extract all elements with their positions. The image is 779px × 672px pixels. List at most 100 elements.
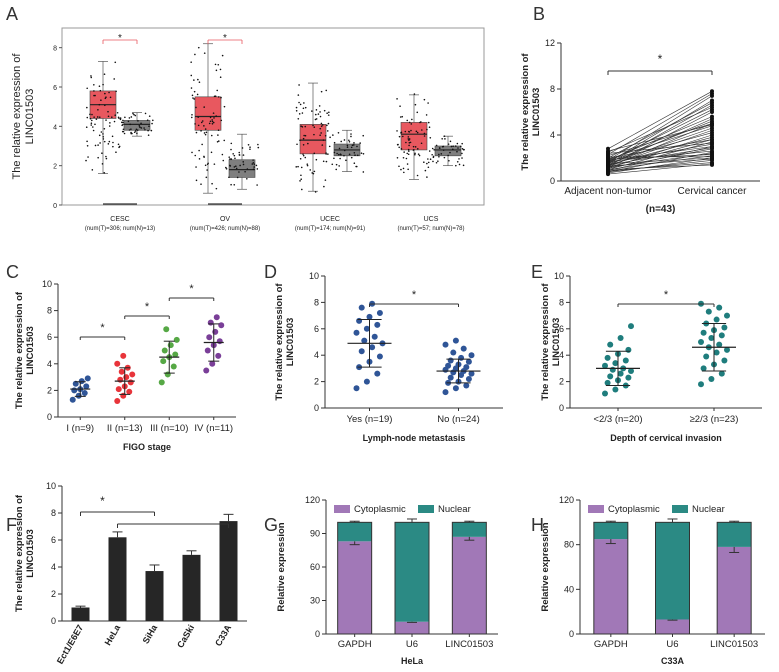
panel-a-point [438, 155, 440, 158]
panel-a-point [91, 113, 93, 116]
panel-a-point [206, 163, 209, 166]
panel-a-point [127, 120, 130, 123]
panel-a-point [456, 160, 459, 163]
panel-a-point [327, 122, 330, 125]
panel-b-pair-line [607, 160, 713, 173]
panel-a-point [348, 140, 351, 143]
panel-a-point [246, 177, 248, 180]
panel-a-point [423, 161, 425, 164]
panel-a-point [328, 111, 330, 114]
panel-d-point [369, 344, 376, 351]
panel-b-point-cancer [710, 100, 714, 105]
panel-a-point [306, 163, 309, 165]
panel-a-point [427, 121, 430, 124]
panel-a-point [86, 87, 88, 90]
panel-e-point [607, 341, 614, 348]
panel-g-bar-cytoplasmic [337, 541, 372, 634]
panel-a-point [217, 129, 220, 132]
panel-g-x-label: HeLa [401, 656, 424, 666]
panel-a-point [101, 163, 104, 165]
panel-c-x-tick-label: III (n=10) [150, 423, 188, 434]
panel-a-point [400, 148, 403, 150]
panel-a-point [463, 148, 465, 151]
panel-b-pair-line [607, 100, 713, 163]
panel-g-legend-label: Cytoplasmic [354, 504, 406, 515]
panel-a-point [343, 149, 346, 152]
panel-a-point [350, 146, 353, 149]
panel-a-point [98, 85, 101, 88]
panel-a-point [451, 148, 454, 151]
panel-e-point [724, 312, 730, 319]
panel-a-point [223, 139, 226, 142]
panel-a-point [195, 106, 197, 109]
panel-a-point [414, 152, 416, 155]
panel-d-point [366, 313, 373, 320]
panel-a-point [416, 131, 419, 134]
panel-a-point [418, 154, 421, 157]
panel-a-point [301, 112, 304, 114]
panel-a-y-tick-label: 8 [53, 46, 57, 53]
panel-b-pair-line [607, 95, 713, 161]
panel-a-point [117, 143, 120, 146]
panel-a-point [405, 157, 408, 160]
panel-a-point [412, 145, 415, 148]
panel-e-y-tick-label: 0 [559, 403, 564, 413]
panel-a-point [212, 121, 215, 124]
panel-a-point [216, 89, 219, 92]
panel-b-point-cancer [710, 162, 714, 167]
panel-a-point [86, 145, 89, 147]
panel-a-point [108, 140, 111, 143]
panel-g-y-tick-label: 60 [310, 562, 320, 572]
panel-a-point [256, 168, 259, 170]
panel-e-point [708, 375, 715, 382]
panel-d-point [376, 353, 383, 360]
panel-a-point [242, 161, 245, 163]
panel-a-point [98, 134, 101, 137]
panel-a-point [428, 126, 431, 129]
panel-a-point [194, 154, 197, 157]
panel-d-y-tick-label: 6 [314, 324, 319, 334]
panel-a-point [321, 124, 324, 126]
panel-label-H: H [531, 515, 544, 535]
panel-a-point [244, 170, 246, 173]
panel-a-point [427, 161, 430, 164]
panel-a-point [195, 131, 198, 134]
panel-f-x-tick-label: CaSki [175, 623, 196, 650]
panel-c-point [126, 388, 133, 395]
panel-a-point [299, 103, 302, 106]
panel-a-point [102, 138, 105, 140]
panel-a-y-tick-label: 6 [53, 85, 57, 92]
panel-h-x-tick-label: LINC01503 [710, 639, 758, 650]
panel-c-point [207, 319, 214, 326]
panel-g-legend-swatch-nuclear [418, 505, 434, 513]
panel-a-point [331, 163, 334, 166]
panel-a-point [314, 191, 317, 193]
panel-a-point [140, 122, 142, 125]
panel-a-point [225, 166, 227, 169]
panel-g-x-tick-label: U6 [406, 639, 418, 650]
panel-h-bar-cytoplasmic [717, 546, 752, 634]
panel-a-point [138, 124, 141, 127]
panel-d-point [361, 337, 368, 344]
panel-a-group-label: UCS [424, 216, 439, 223]
panel-a-point [148, 125, 150, 128]
panel-a-point [241, 147, 244, 149]
panel-a-point [362, 134, 365, 137]
panel-b-point-cancer [710, 149, 714, 154]
panel-a-point [228, 156, 231, 158]
panel-b-pair-line [607, 91, 713, 150]
panel-a-point [211, 119, 213, 121]
panel-a-point [362, 171, 365, 173]
panel-a-point [148, 115, 151, 117]
panel-d-y-label: The relative expression ofLINC01503 [274, 283, 296, 401]
panel-a-point [90, 119, 93, 122]
panel-a-point [85, 159, 87, 162]
panel-e-point [708, 335, 715, 342]
panel-a-point [232, 153, 234, 155]
panel-a-point [356, 145, 358, 148]
panel-c-point [69, 396, 76, 403]
panel-c-point [216, 338, 223, 345]
panel-a-point [317, 113, 320, 115]
